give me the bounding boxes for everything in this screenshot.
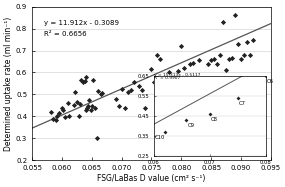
Point: [78, 103, 82, 106]
Point: [149, 68, 154, 71]
Point: [94, 137, 99, 140]
Point: [140, 88, 145, 91]
Point: [61, 108, 65, 111]
Point: [66, 102, 70, 105]
Point: [188, 62, 192, 65]
Point: [173, 83, 178, 86]
Point: [137, 84, 142, 87]
Point: [113, 97, 118, 100]
Point: [119, 87, 124, 90]
Point: [85, 106, 89, 109]
Point: [182, 67, 186, 70]
Point: [60, 106, 64, 109]
Point: [122, 106, 127, 109]
Point: [92, 106, 97, 109]
Point: [161, 80, 166, 83]
Point: [55, 115, 59, 118]
Point: [73, 91, 77, 94]
Point: [85, 105, 90, 108]
Point: [72, 104, 76, 107]
Point: [116, 105, 121, 108]
Point: [236, 42, 240, 45]
Point: [131, 81, 136, 84]
Point: [82, 80, 87, 83]
Point: [88, 108, 93, 111]
Point: [167, 71, 172, 74]
Point: [89, 105, 94, 108]
Point: [143, 106, 148, 109]
Point: [197, 59, 201, 62]
Point: [233, 14, 237, 17]
Point: [84, 75, 88, 78]
Y-axis label: Determined uptake rate (ml min⁻¹): Determined uptake rate (ml min⁻¹): [4, 16, 13, 151]
Point: [91, 79, 95, 82]
Point: [251, 38, 255, 41]
Point: [242, 53, 246, 56]
Point: [185, 81, 190, 84]
Point: [158, 58, 163, 61]
Point: [80, 81, 85, 84]
Point: [49, 111, 53, 114]
Point: [57, 111, 61, 114]
Point: [155, 53, 160, 56]
Point: [224, 69, 228, 72]
Point: [84, 108, 89, 111]
Point: [54, 118, 58, 121]
Point: [227, 58, 231, 61]
Point: [67, 115, 71, 118]
Point: [95, 90, 100, 93]
Point: [76, 115, 81, 118]
Point: [245, 40, 249, 43]
Point: [51, 117, 55, 120]
Point: [79, 79, 83, 82]
Point: [194, 80, 198, 83]
Point: [248, 53, 252, 56]
Point: [206, 62, 210, 65]
Point: [212, 58, 216, 61]
Point: [75, 101, 79, 104]
Point: [191, 61, 196, 64]
Point: [179, 45, 184, 48]
Point: [209, 59, 213, 62]
X-axis label: FSG/LaBas D value (cm² s⁻¹): FSG/LaBas D value (cm² s⁻¹): [97, 174, 205, 183]
Point: [98, 93, 103, 96]
Point: [215, 62, 219, 65]
Point: [63, 116, 67, 119]
Text: R² = 0.6656: R² = 0.6656: [44, 31, 87, 37]
Point: [176, 70, 181, 73]
Point: [218, 53, 222, 56]
Point: [125, 91, 130, 94]
Point: [100, 92, 105, 95]
Point: [128, 88, 133, 91]
Point: [230, 57, 234, 60]
Point: [221, 21, 225, 24]
Point: [152, 81, 157, 84]
Point: [239, 58, 243, 61]
Point: [86, 98, 91, 101]
Point: [203, 81, 207, 84]
Text: y = 11.912x - 0.3089: y = 11.912x - 0.3089: [44, 20, 119, 26]
